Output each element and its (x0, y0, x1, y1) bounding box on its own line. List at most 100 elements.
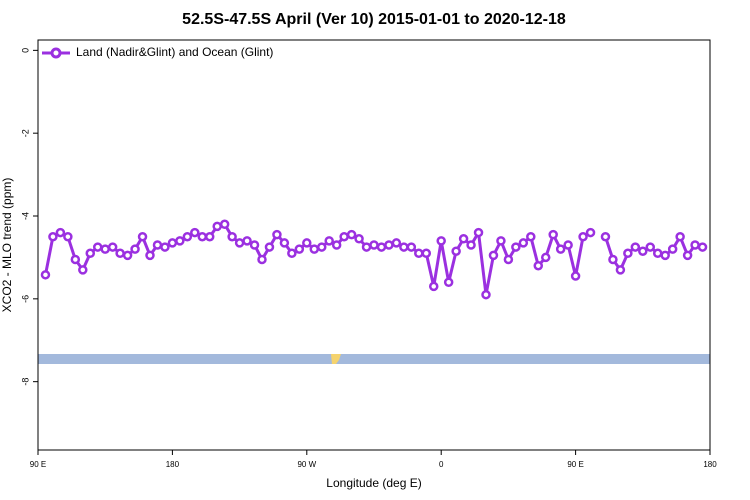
data-point (85, 248, 96, 259)
data-point (219, 219, 230, 230)
plot-frame (37, 39, 711, 451)
legend-label: Land (Nadir&Glint) and Ocean (Glint) (76, 45, 273, 59)
x-tick-label: 90 E (30, 460, 46, 469)
data-point (600, 231, 611, 242)
data-point (511, 242, 521, 252)
data-point (645, 242, 656, 252)
data-point (570, 271, 581, 281)
data-point (354, 234, 364, 244)
legend: Land (Nadir&Glint) and Ocean (Glint) (42, 45, 273, 59)
data-point (175, 236, 185, 246)
data-point (526, 231, 536, 242)
data-point (152, 240, 163, 250)
data-point (361, 242, 372, 252)
data-point (346, 229, 357, 240)
x-tick-label: 0 (439, 460, 444, 469)
data-point (682, 250, 693, 261)
data-point (145, 250, 155, 261)
data-point (48, 231, 58, 242)
data-point (92, 242, 103, 252)
data-point (130, 244, 140, 254)
data-point (227, 231, 237, 242)
data-point (302, 238, 312, 248)
data-point (309, 244, 320, 254)
data-point (249, 240, 260, 250)
data-point (287, 248, 297, 259)
data-point (436, 236, 446, 246)
data-point (257, 254, 267, 265)
data-point (167, 238, 178, 248)
data-point (399, 242, 409, 252)
data-point (540, 252, 551, 263)
data-point (40, 270, 51, 280)
data-point (384, 240, 394, 250)
data-point (638, 246, 648, 256)
data-point (100, 244, 110, 254)
data-point (279, 238, 290, 248)
data-point (563, 240, 573, 250)
data-point (443, 277, 454, 288)
data-point (204, 231, 215, 242)
y-tick-label: -4 (20, 212, 30, 220)
data-point (369, 240, 379, 250)
data-point (324, 236, 334, 246)
data-point (316, 242, 327, 252)
data-point (234, 238, 245, 248)
x-tick-label: 90 E (567, 460, 583, 469)
legend-marker (50, 47, 62, 59)
data-point (339, 231, 349, 242)
data-point (608, 254, 618, 265)
data-point (555, 244, 566, 254)
data-point (667, 244, 678, 254)
data-point (294, 244, 305, 254)
data-point (630, 242, 641, 252)
data-point (675, 231, 685, 242)
data-point (518, 238, 529, 248)
y-tick-label: 0 (20, 48, 30, 53)
data-point (496, 236, 506, 246)
data-point (63, 231, 73, 242)
data-point (212, 221, 222, 232)
chart-title: 52.5S-47.5S April (Ver 10) 2015-01-01 to… (182, 11, 566, 28)
data-point (55, 227, 66, 238)
y-axis-label: XCO2 - MLO trend (ppm) (0, 178, 14, 313)
data-point (264, 242, 275, 252)
data-point (466, 240, 476, 250)
data-point (190, 227, 200, 238)
data-point (70, 254, 81, 265)
data-point (331, 240, 342, 250)
data-point (481, 289, 491, 300)
data-point (197, 231, 208, 242)
data-point (78, 265, 88, 275)
data-point (458, 234, 469, 244)
data-point (421, 248, 432, 259)
y-tick-label: -2 (20, 129, 30, 137)
land-ocean-strip (38, 354, 710, 364)
data-point (697, 242, 708, 252)
data-point (533, 260, 544, 271)
data-point (503, 254, 514, 265)
data-point (107, 242, 118, 252)
data-point (242, 236, 252, 246)
y-tick-label: -8 (20, 378, 30, 386)
data-point (488, 250, 499, 261)
data-point (585, 227, 596, 238)
data-point (451, 246, 461, 256)
data-point (660, 250, 670, 261)
x-axis-label: Longitude (deg E) (326, 476, 421, 490)
x-tick-label: 90 W (297, 460, 316, 469)
data-point (406, 242, 417, 252)
data-point (391, 238, 402, 248)
data-point (578, 231, 588, 242)
data-point (473, 227, 484, 238)
data-point (615, 265, 626, 275)
y-tick-label: -6 (20, 295, 30, 303)
data-point (115, 248, 125, 259)
data-point (623, 248, 633, 259)
data-point (272, 229, 282, 240)
data-point (652, 248, 663, 259)
data-point (137, 231, 148, 242)
data-point (122, 250, 133, 261)
data-point (182, 231, 193, 242)
